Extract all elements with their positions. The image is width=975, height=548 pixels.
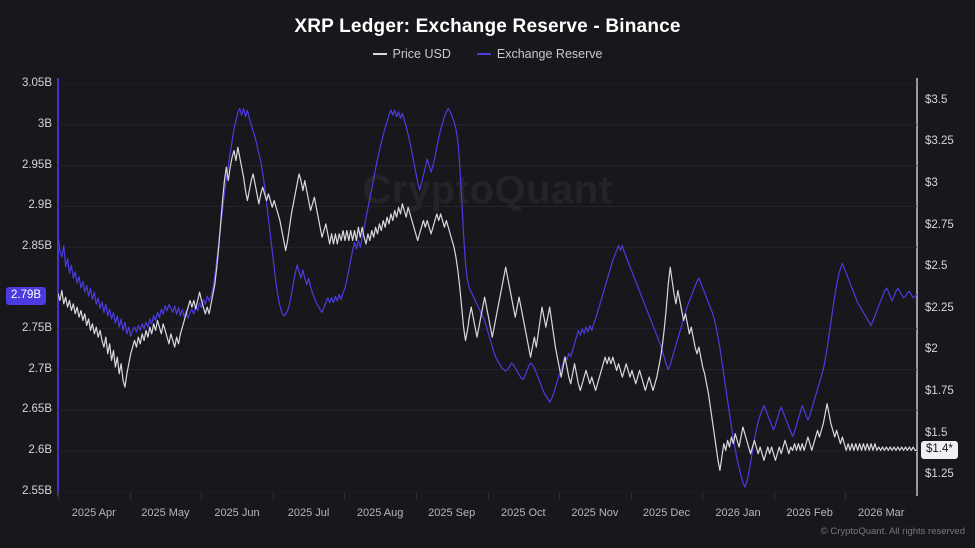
x-axis-tick-mark bbox=[487, 493, 489, 499]
left-axis-tick: 2.85B bbox=[21, 240, 52, 253]
status-badge-exchange-reserve: 2.79B bbox=[6, 287, 47, 305]
x-axis-tick-mark bbox=[272, 493, 274, 499]
legend-label-exchange-reserve: Exchange Reserve bbox=[496, 47, 603, 61]
x-axis-tick: 2025 Nov bbox=[571, 507, 619, 519]
x-axis-tick-mark bbox=[58, 493, 59, 499]
right-axis-tick: $2.5 bbox=[925, 260, 948, 273]
x-axis-tick-mark bbox=[415, 493, 417, 499]
x-axis-tick-mark bbox=[702, 493, 704, 499]
x-axis-tick-mark bbox=[129, 493, 131, 499]
x-axis-tick: 2025 Dec bbox=[642, 507, 690, 519]
right-axis-tick: $1.75 bbox=[925, 385, 954, 398]
x-axis-tick: 2025 Jun bbox=[214, 507, 260, 519]
plot-area[interactable] bbox=[58, 84, 917, 492]
x-axis-tick-mark bbox=[201, 493, 203, 499]
x-axis-tick: 2026 Jan bbox=[715, 507, 761, 519]
x-axis-tick-mark bbox=[344, 493, 346, 499]
x-axis-tick-mark bbox=[630, 493, 632, 499]
left-axis-tick: 3.05B bbox=[21, 77, 52, 89]
gridlines bbox=[58, 84, 917, 492]
x-axis-tick: 2025 Jul bbox=[287, 507, 330, 519]
right-axis-tick: $2.25 bbox=[925, 301, 954, 314]
page-title: XRP Ledger: Exchange Reserve - Binance bbox=[294, 16, 681, 37]
x-axis-tick-mark bbox=[845, 493, 847, 499]
status-badge-price-usd: $1.4* bbox=[921, 441, 958, 459]
x-axis-tick: 2026 Mar bbox=[857, 507, 905, 519]
right-axis-tick: $3 bbox=[925, 176, 938, 189]
legend-label-price-usd: Price USD bbox=[392, 47, 451, 61]
x-axis-tick: 2025 Oct bbox=[500, 507, 546, 519]
copyright-notice: © CryptoQuant. All rights reserved bbox=[820, 526, 965, 537]
left-axis-tick: 2.75B bbox=[21, 321, 52, 334]
right-axis-tick: $1.5 bbox=[925, 426, 948, 439]
x-axis-tick-mark bbox=[559, 493, 561, 499]
right-axis-tick: $3.5 bbox=[925, 93, 948, 106]
x-axis-tick: 2025 Apr bbox=[71, 507, 116, 519]
x-axis-tick-mark bbox=[773, 493, 775, 499]
x-axis-tick: 2025 Aug bbox=[356, 507, 404, 519]
right-axis-tick: $2 bbox=[925, 343, 938, 356]
left-axis-tick: 2.9B bbox=[28, 199, 52, 212]
left-axis-tick: 2.65B bbox=[21, 403, 52, 416]
left-axis-tick: 3B bbox=[37, 117, 52, 130]
left-axis-tick: 2.55B bbox=[21, 485, 52, 497]
right-axis-tick: $3.25 bbox=[925, 135, 954, 148]
chart-legend: Price USD Exchange Reserve bbox=[0, 47, 975, 61]
left-axis-tick: 2.95B bbox=[21, 158, 52, 171]
legend-item-price-usd[interactable]: Price USD bbox=[372, 47, 451, 61]
legend-swatch-exchange-reserve bbox=[476, 53, 491, 55]
legend-item-exchange-reserve[interactable]: Exchange Reserve bbox=[476, 47, 603, 61]
right-axis-line bbox=[916, 78, 918, 496]
legend-swatch-price-usd bbox=[372, 53, 387, 55]
series-lines bbox=[58, 107, 917, 488]
right-axis-tick: $1.25 bbox=[925, 468, 954, 481]
left-axis-tick: 2.7B bbox=[28, 362, 52, 375]
x-axis-tick: 2025 Sep bbox=[428, 507, 476, 519]
x-axis-tick: 2026 Feb bbox=[786, 507, 833, 519]
x-axis-tick: 2025 May bbox=[141, 507, 190, 519]
right-axis-tick: $2.75 bbox=[925, 218, 954, 231]
left-axis-line bbox=[57, 78, 59, 496]
left-axis-tick: 2.6B bbox=[28, 444, 52, 457]
